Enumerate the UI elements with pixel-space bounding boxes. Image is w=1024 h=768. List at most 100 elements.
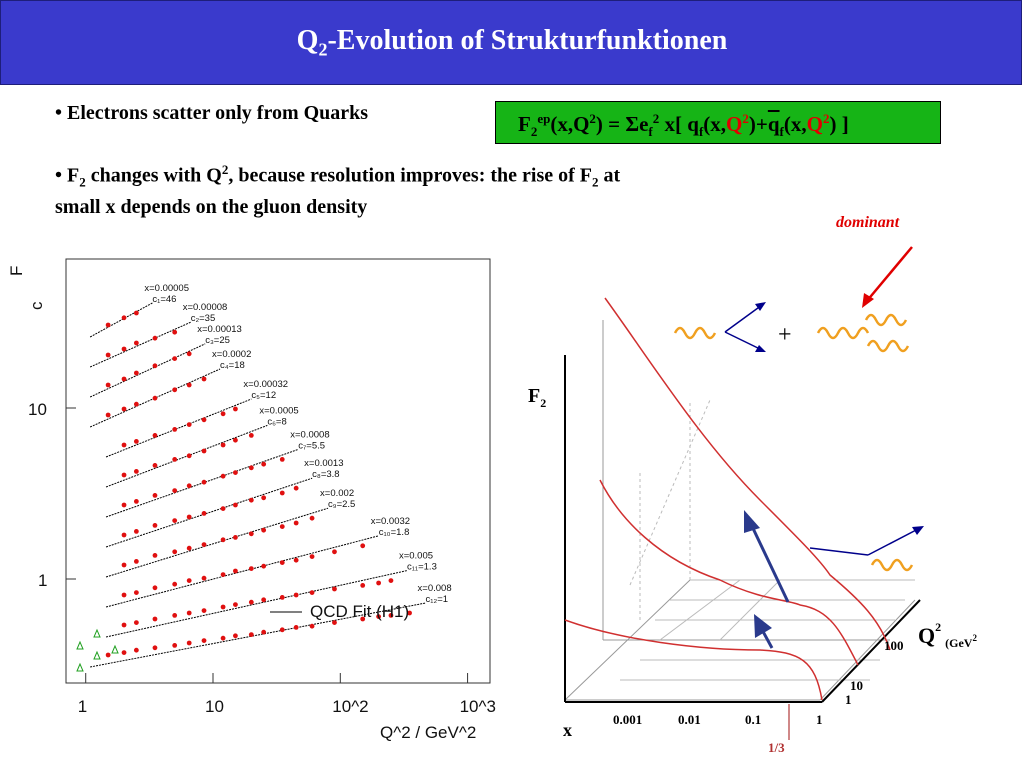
data-point [121, 315, 127, 321]
data-point [152, 493, 158, 498]
q2-tick-1: 1 [845, 692, 852, 707]
data-point [152, 363, 158, 369]
bin-x-label: x=0.0005 [259, 405, 298, 416]
fit-line [105, 398, 252, 458]
y-axis-label-f2: F [7, 266, 26, 276]
growth-arrows [744, 510, 790, 649]
data-point [172, 488, 178, 493]
data-point [172, 457, 178, 462]
data-point [233, 437, 238, 443]
data-point [121, 472, 127, 478]
data-point [407, 610, 412, 616]
data-point [152, 335, 158, 341]
data-point [201, 608, 207, 613]
y-tick-label: 10 [28, 400, 47, 419]
data-point [220, 635, 226, 641]
sketch-axes [564, 355, 921, 703]
low-q2-point [93, 628, 101, 638]
data-point [248, 433, 254, 438]
data-point [172, 518, 178, 523]
data-point [248, 599, 254, 605]
low-q2-point [76, 640, 84, 650]
fit-line [105, 448, 299, 518]
slide-title: Q2-Evolution of Strukturfunktionen [296, 25, 728, 60]
f2-curves [564, 297, 891, 701]
data-point [133, 590, 139, 595]
q2-axis-label: Q2(GeV2 [918, 620, 977, 650]
data-point [105, 352, 111, 358]
x-axis-label: Q^2 / GeV^2 [380, 723, 476, 742]
data-point [172, 613, 178, 618]
data-point [293, 485, 299, 491]
data-point [248, 497, 254, 503]
q2-tick-100: 100 [884, 638, 904, 653]
bin-x-label: x=0.005 [399, 551, 433, 562]
data-point [186, 422, 192, 427]
data-point [172, 581, 178, 587]
legend-label: QCD Fit (H1) [310, 602, 409, 621]
fit-line [89, 368, 221, 428]
x-tick-label: 10^3 [460, 697, 496, 716]
data-point [172, 329, 178, 335]
fit-line [105, 477, 313, 548]
data-point [152, 553, 158, 558]
bin-x-label: x=0.0032 [371, 516, 410, 527]
bin-x-label: x=0.008 [418, 583, 452, 594]
data-point [152, 585, 158, 591]
data-bins: x=0.00005c₁=46x=0.00008c₂=35x=0.00013c₃=… [76, 283, 452, 672]
data-point [152, 433, 158, 438]
data-point [105, 382, 111, 388]
data-point [220, 473, 226, 479]
feynman-sketch [673, 246, 924, 740]
data-point [201, 575, 207, 581]
bin-c-label: c₈=3.8 [312, 469, 339, 480]
tick-001: 0.01 [678, 712, 701, 727]
data-point [233, 633, 238, 639]
bin-c-label: c₄=18 [220, 360, 245, 371]
data-point [360, 543, 366, 549]
data-point [133, 469, 139, 474]
data-point [172, 387, 178, 393]
data-point [201, 448, 207, 454]
low-q2-point [111, 644, 119, 654]
data-point [121, 650, 127, 655]
title-bar: Q2-Evolution of Strukturfunktionen [0, 0, 1022, 85]
structure-function-formula: F2ep(x,Q2) = Σef2 x[ qf(x,Q2)+qf(x,Q2) ] [495, 101, 941, 144]
data-point [360, 616, 366, 622]
data-point [332, 620, 337, 625]
data-point [133, 647, 139, 653]
data-point [133, 401, 139, 407]
data-point [152, 395, 158, 401]
bin-x-label: x=0.00013 [197, 324, 242, 335]
data-point [186, 578, 192, 583]
data-point [105, 412, 111, 418]
bin-c-label: c₃=25 [205, 335, 230, 346]
data-point [172, 356, 178, 361]
data-point [279, 595, 285, 600]
data-point [105, 322, 111, 328]
data-point [233, 502, 238, 508]
data-point [121, 406, 127, 412]
data-point [133, 310, 139, 316]
data-point [186, 514, 192, 520]
bin-x-label: x=0.0002 [212, 349, 251, 360]
bin-c-label: c₁₁=1.3 [407, 562, 437, 573]
data-point [186, 545, 192, 551]
data-point [309, 590, 315, 595]
y-tick-labels: 1 10 [28, 400, 47, 590]
fit-line [89, 343, 206, 398]
data-point [201, 511, 207, 516]
data-point [248, 465, 254, 471]
data-point [201, 542, 207, 547]
data-point [332, 549, 337, 555]
data-point [201, 479, 207, 485]
data-point [293, 625, 299, 630]
data-point [261, 563, 267, 569]
data-point [261, 629, 267, 635]
